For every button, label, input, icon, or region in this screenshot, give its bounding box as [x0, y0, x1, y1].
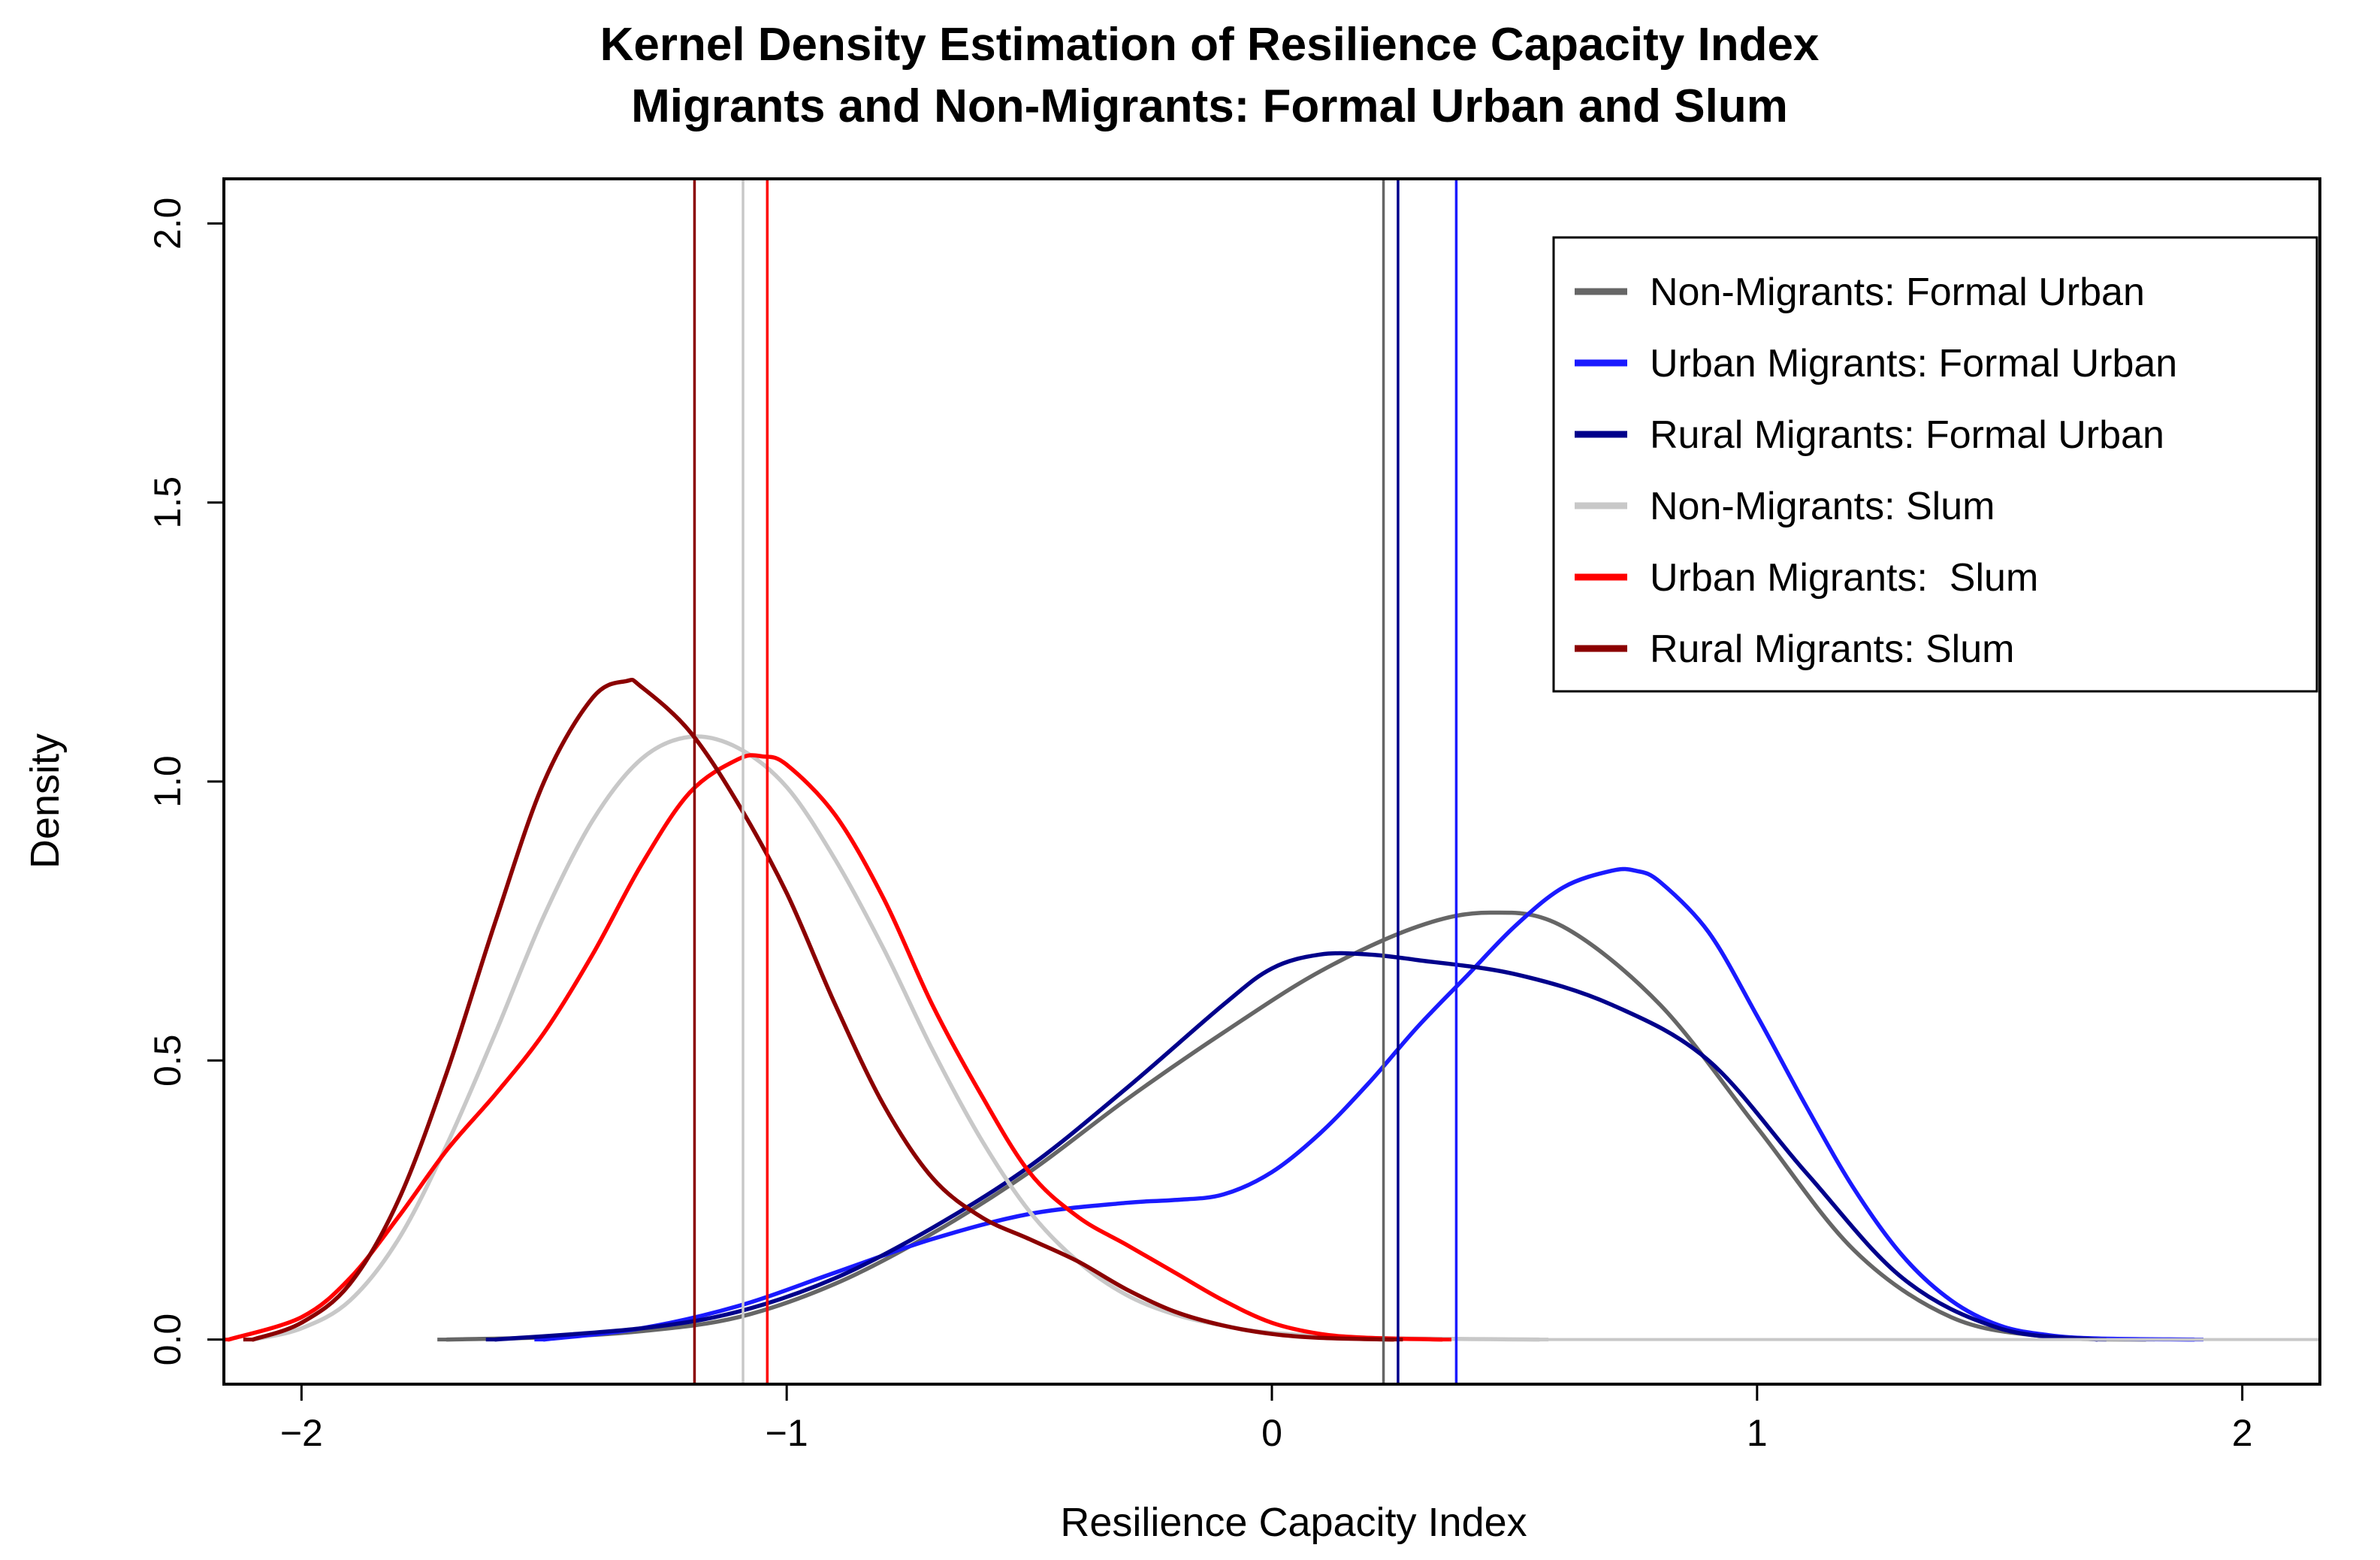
y-tick-label: 0.0	[146, 1314, 189, 1366]
y-tick-label: 0.5	[146, 1035, 189, 1087]
legend-label-1: Urban Migrants: Formal Urban	[1650, 342, 2177, 385]
x-axis-label: Resilience Capacity Index	[1060, 1500, 1527, 1545]
density-line-2	[493, 951, 2099, 1342]
y-axis: 0.0 0.5 1.0 1.5 2.0	[146, 198, 224, 1366]
y-axis-label: Density	[23, 733, 68, 869]
chart-subtitle: Migrants and Non-Migrants: Formal Urban …	[631, 80, 1788, 132]
mean-lines	[693, 179, 1458, 1384]
chart-title: Kernel Density Estimation of Resilience …	[600, 19, 1820, 71]
legend-label-3: Non-Migrants: Slum	[1650, 485, 1995, 528]
plot-frame	[222, 177, 2321, 1386]
x-tick-label: 2	[2232, 1412, 2253, 1454]
x-tick-label: 0	[1261, 1412, 1282, 1454]
legend-label-5: Rural Migrants: Slum	[1650, 627, 2014, 671]
x-tick-label: −1	[766, 1412, 808, 1454]
density-line-1	[542, 866, 2196, 1342]
density-line-4	[226, 753, 1444, 1342]
x-tick-label: −2	[280, 1412, 323, 1454]
legend: Non-Migrants: Formal Urban Urban Migrants…	[1552, 236, 2318, 693]
legend-label-0: Non-Migrants: Formal Urban	[1650, 271, 2145, 314]
x-tick-label: 1	[1747, 1412, 1768, 1454]
x-axis: −2 −1 0 1 2	[280, 1384, 2253, 1454]
density-line-5	[251, 677, 1396, 1342]
y-tick-label: 1.0	[146, 755, 189, 808]
legend-box	[1552, 236, 2318, 693]
y-tick-label: 1.5	[146, 476, 189, 529]
y-tick-label: 2.0	[146, 198, 189, 250]
legend-label-2: Rural Migrants: Formal Urban	[1650, 413, 2164, 457]
legend-label-4: Urban Migrants: Slum	[1650, 556, 2038, 600]
